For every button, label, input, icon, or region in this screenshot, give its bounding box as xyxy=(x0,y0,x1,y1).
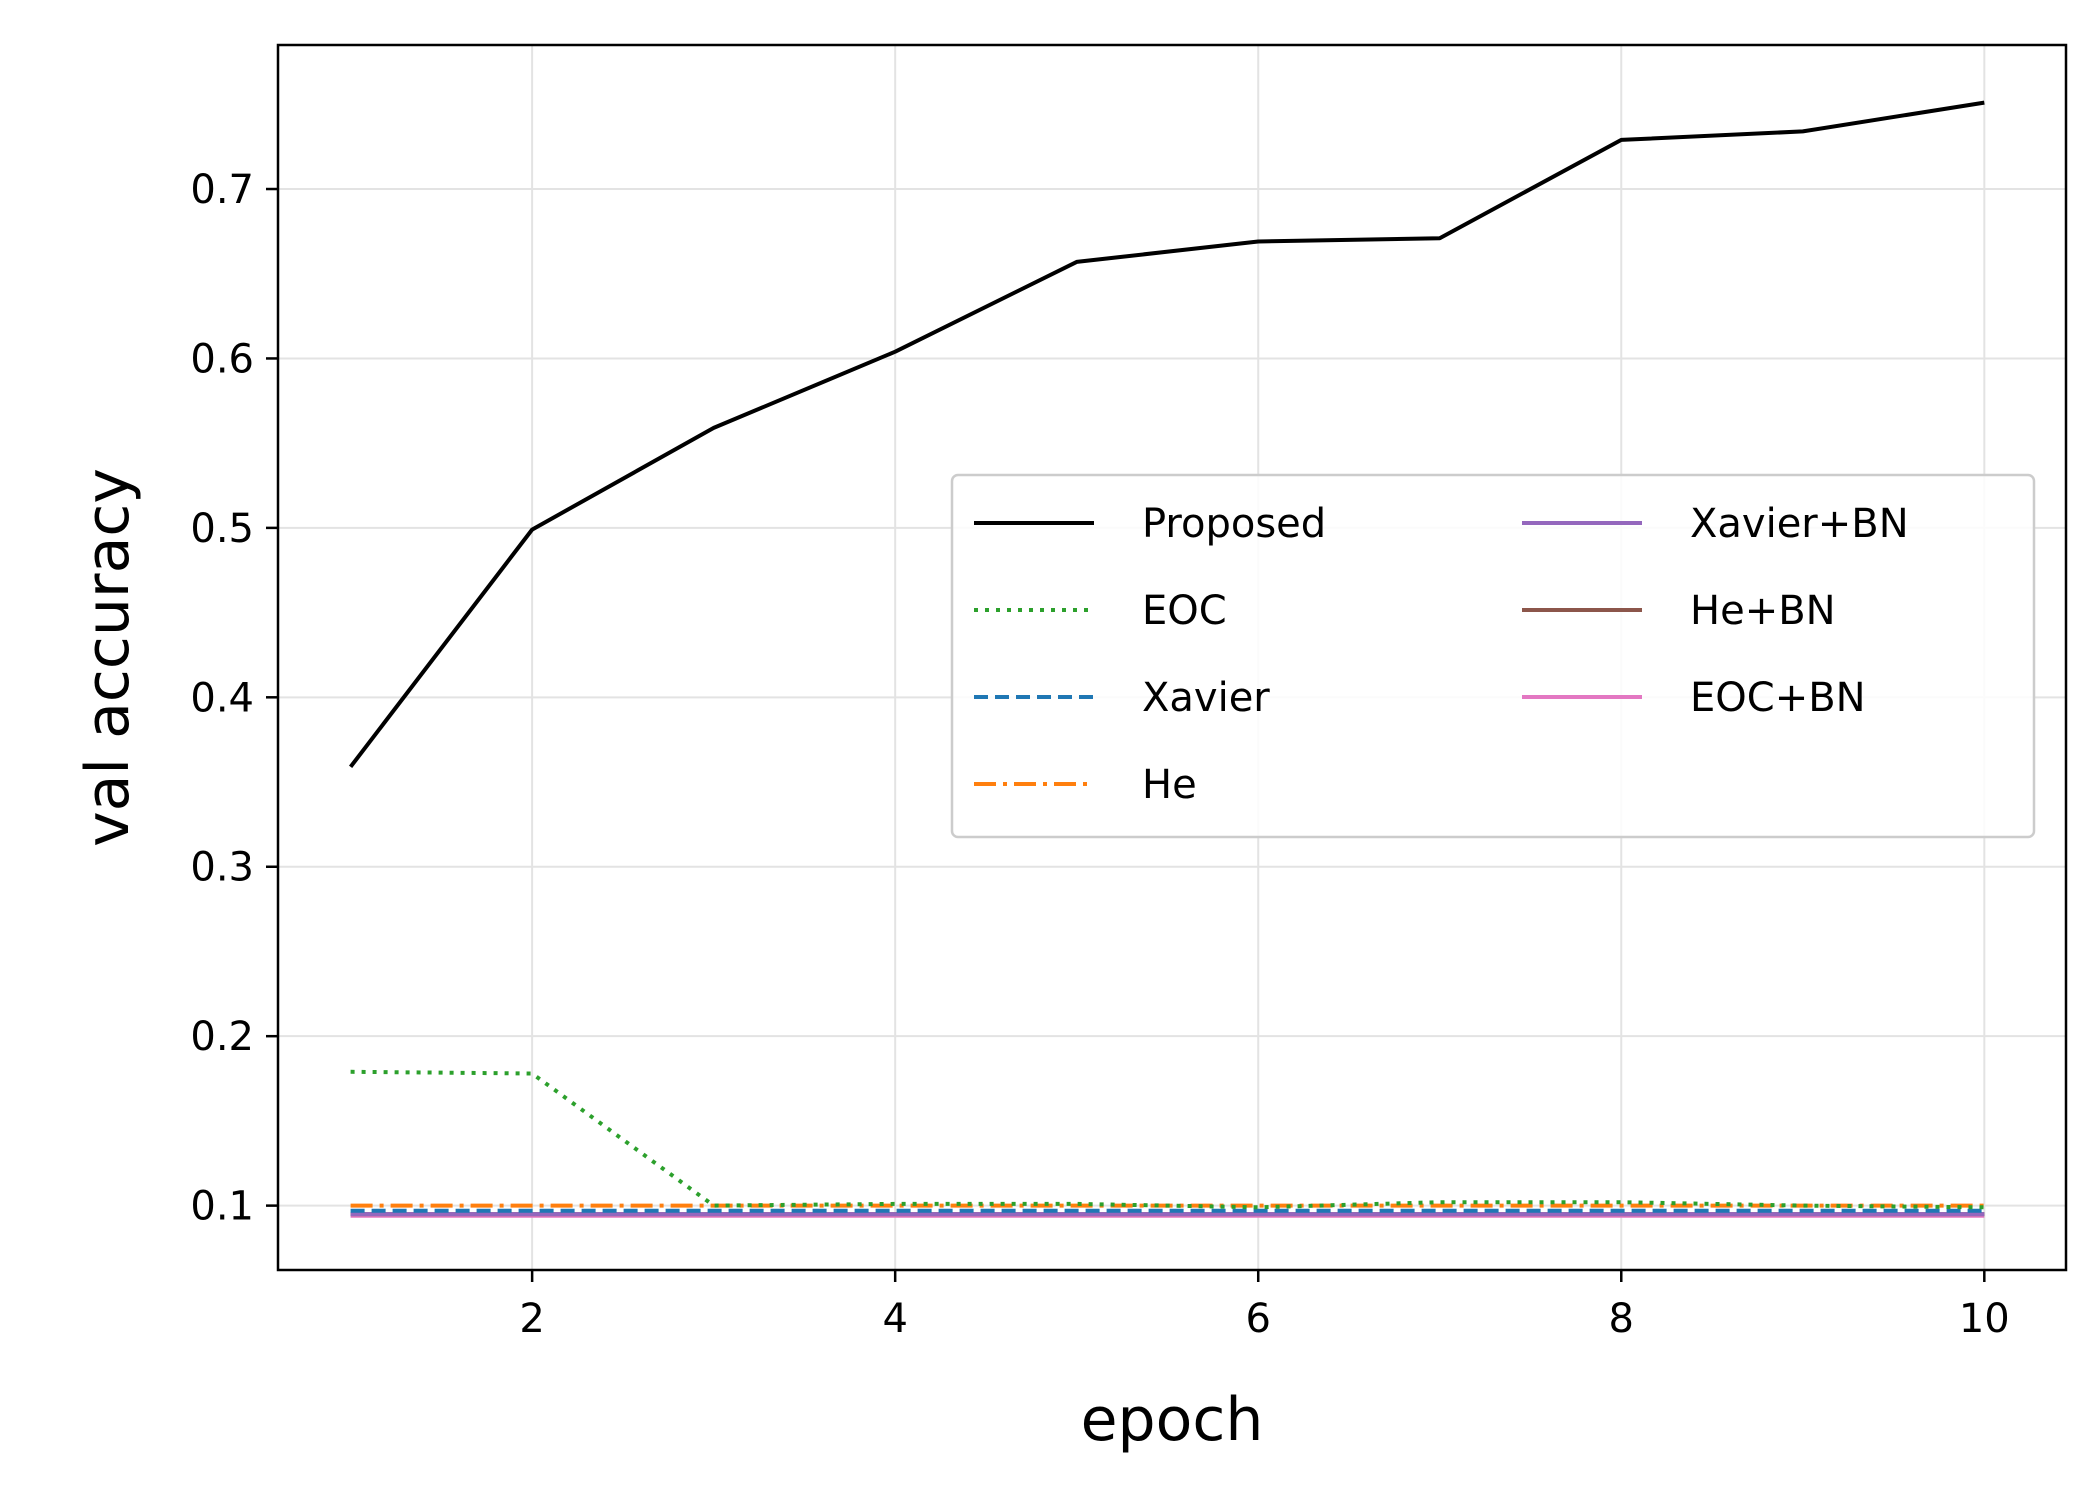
x-axis-label: epoch xyxy=(1081,1385,1264,1455)
tick-layer: 2 4 6 8 10 0.1 0.2 0.3 0.4 0.5 0.6 0.7 xyxy=(190,167,2009,1342)
legend-label: Xavier xyxy=(1142,675,1270,721)
y-tick-label: 0.1 xyxy=(190,1184,254,1230)
series-line-proposed xyxy=(349,100,1985,769)
x-tick-label: 6 xyxy=(1245,1296,1270,1342)
plot-frame xyxy=(276,43,2068,1272)
y-tick-label: 0.6 xyxy=(190,336,254,382)
series-layer xyxy=(349,100,1985,1218)
y-tick-label: 0.5 xyxy=(190,506,254,552)
legend-label: EOC+BN xyxy=(1690,675,1866,721)
legend-label: EOC xyxy=(1142,588,1227,634)
y-axis-label: val accuracy xyxy=(73,468,143,847)
y-tick-label: 0.4 xyxy=(190,675,254,721)
x-tick-label: 8 xyxy=(1609,1296,1634,1342)
legend: Proposed EOC Xavier He Xavier+BN He+BN EOC+BN xyxy=(950,473,2036,839)
x-tick-label: 10 xyxy=(1959,1296,2010,1342)
y-tick-label: 0.7 xyxy=(190,167,254,213)
legend-label: Xavier+BN xyxy=(1690,501,1909,547)
y-tick-label: 0.2 xyxy=(190,1014,254,1060)
legend-label: He+BN xyxy=(1690,588,1836,634)
x-tick-label: 4 xyxy=(882,1296,907,1342)
legend-label: He xyxy=(1142,762,1197,808)
legend-box xyxy=(950,473,2036,839)
series-line-eoc xyxy=(350,1069,1985,1210)
legend-label: Proposed xyxy=(1142,501,1326,547)
y-tick-label: 0.3 xyxy=(190,845,254,891)
x-tick-label: 2 xyxy=(519,1296,544,1342)
